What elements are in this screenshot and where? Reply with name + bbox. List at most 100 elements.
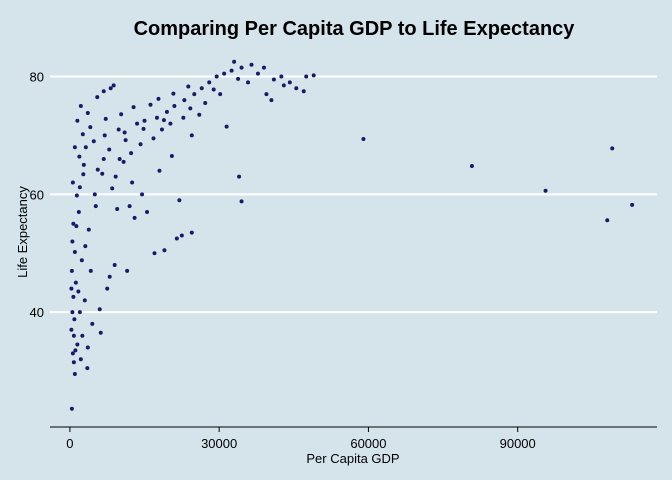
data-point-83 [75,118,80,123]
data-point-86 [70,239,75,244]
data-point-107 [203,101,208,106]
data-point-38 [117,156,122,161]
data-point-119 [80,132,85,137]
data-point-124 [72,317,77,322]
data-point-51 [135,121,140,126]
data-point-90 [71,333,76,338]
data-point-47 [91,139,96,144]
data-point-0 [69,406,74,411]
data-point-77 [197,112,202,117]
x-tick-label: 0 [66,436,73,451]
x-tick-label: 60000 [350,436,386,451]
data-point-6 [80,333,85,338]
data-point-37 [81,162,86,167]
data-point-20 [179,233,184,238]
data-point-23 [132,215,137,220]
data-point-115 [119,112,124,117]
data-point-35 [100,171,105,176]
data-point-101 [129,151,134,156]
data-point-129 [77,185,82,190]
data-point-94 [98,330,103,335]
y-tick-label: 60 [30,187,44,202]
data-point-121 [74,193,79,198]
data-point-13 [73,280,78,285]
data-point-88 [69,286,74,291]
data-point-137 [211,87,216,92]
data-point-27 [127,204,132,209]
data-point-48 [102,133,107,138]
data-point-55 [172,103,177,108]
data-point-71 [311,73,316,78]
data-point-7 [69,327,74,332]
data-point-44 [610,146,615,151]
chart-title: Comparing Per Capita GDP to Life Expecta… [134,18,576,40]
data-point-78 [78,103,83,108]
data-point-2 [85,366,90,371]
data-point-36 [157,168,162,173]
data-point-11 [82,298,87,303]
gridlines [50,75,657,314]
data-point-85 [70,180,75,185]
x-axis-label: Per Capita GDP [306,451,399,466]
data-point-92 [78,357,83,362]
data-point-28 [239,199,244,204]
data-point-59 [207,80,212,85]
data-point-24 [76,209,81,214]
data-point-25 [145,209,150,214]
data-point-110 [255,71,260,76]
data-point-75 [224,124,229,129]
data-point-117 [88,125,93,130]
data-point-126 [79,258,84,263]
data-point-114 [131,105,136,110]
data-point-139 [186,84,191,89]
data-point-132 [107,147,112,152]
data-point-52 [142,118,147,123]
y-axis-ticks: 40 60 80 [30,70,44,321]
data-point-15 [125,268,130,273]
data-point-58 [199,86,204,91]
data-point-131 [95,167,100,172]
data-point-76 [189,133,194,138]
data-point-81 [111,83,116,88]
data-point-5 [75,342,80,347]
data-point-96 [86,227,91,232]
data-point-113 [148,102,153,107]
data-point-14 [107,274,112,279]
data-point-41 [543,188,548,193]
data-point-49 [116,127,121,132]
data-point-97 [93,204,98,209]
data-point-8 [90,321,95,326]
data-point-46 [83,145,88,150]
x-axis-ticks: 0 30000 60000 90000 [66,427,536,451]
data-point-21 [189,230,194,235]
data-point-98 [101,156,106,161]
data-point-79 [95,95,100,100]
data-point-43 [630,202,635,207]
data-point-102 [138,142,143,147]
data-point-120 [77,154,82,159]
data-point-112 [287,80,292,85]
data-point-128 [74,224,79,229]
data-point-109 [246,80,251,85]
y-tick-label: 80 [30,70,44,85]
data-point-133 [123,138,128,143]
data-point-61 [222,71,227,76]
data-point-31 [140,192,145,197]
data-point-45 [361,136,366,141]
y-axis-label: Life Expectancy [15,186,30,278]
data-point-26 [115,207,120,212]
data-point-80 [108,86,113,91]
data-point-108 [218,92,223,97]
data-point-127 [83,244,88,249]
data-point-100 [121,159,126,164]
data-point-34 [237,174,242,179]
data-point-99 [113,174,118,179]
data-point-9 [77,310,82,315]
data-point-39 [169,154,174,159]
data-point-118 [85,111,90,116]
data-point-1 [72,371,77,376]
data-point-130 [81,172,86,177]
data-point-84 [72,145,77,150]
data-point-29 [177,198,182,203]
